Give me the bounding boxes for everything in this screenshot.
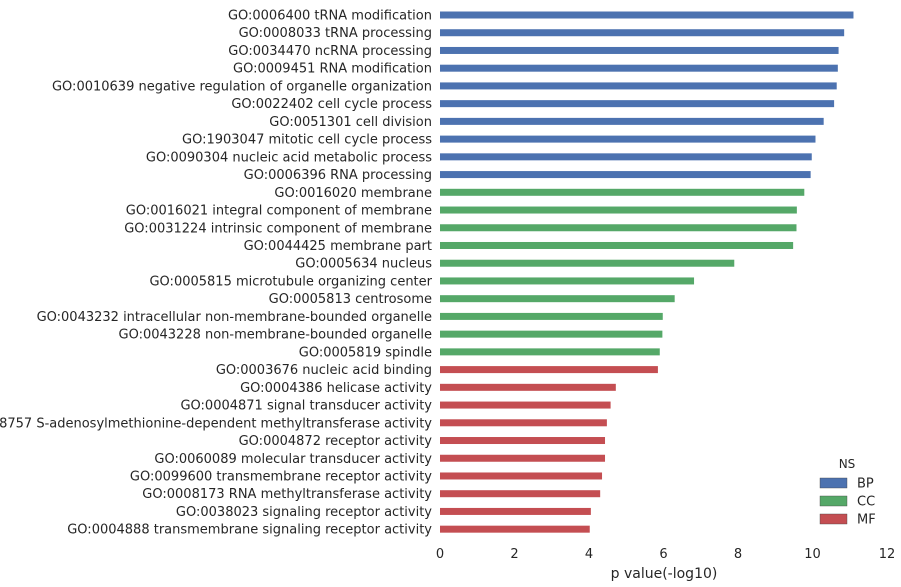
x-tick-label: 10 (804, 547, 821, 562)
category-label: GO:0005815 microtubule organizing center (149, 274, 432, 289)
bar (440, 259, 735, 267)
category-label: GO:0006400 tRNA modification (228, 9, 432, 24)
bar (440, 348, 660, 356)
legend-swatch (819, 477, 848, 489)
category-label: GO:0004888 transmembrane signaling recep… (67, 523, 432, 538)
category-label: GO:0005813 centrosome (269, 292, 432, 307)
category-label: GO:0005819 spindle (299, 345, 432, 360)
bar (440, 472, 603, 480)
bar (440, 525, 590, 533)
legend-swatch (819, 513, 848, 525)
x-tick-label: 8 (734, 547, 742, 562)
x-ticks-group: 0 2 4 6 8 10 12 (436, 547, 895, 562)
bar (440, 312, 663, 320)
bar (440, 117, 824, 125)
category-label: GO:0005634 nucleus (295, 257, 432, 272)
bar (440, 206, 797, 214)
category-labels-group: GO:0006400 tRNA modification GO:0008033 t… (0, 9, 433, 538)
bar (440, 11, 854, 19)
category-label: GO:0043232 intracellular non-membrane-bo… (37, 310, 432, 325)
bar (440, 224, 797, 232)
bar (440, 419, 607, 427)
category-label: GO:0008033 tRNA processing (239, 26, 432, 41)
category-label: GO:0034470 ncRNA processing (228, 44, 432, 59)
legend-label: BP (857, 477, 874, 492)
bar (440, 437, 606, 445)
category-label: GO:0031224 intrinsic component of membra… (124, 221, 432, 236)
legend: NS BP CC MF (819, 457, 876, 528)
bar (440, 171, 811, 179)
bar (440, 46, 839, 54)
category-label: GO:0099600 transmembrane receptor activi… (130, 469, 432, 484)
x-tick-label: 2 (510, 547, 518, 562)
x-axis-title: p value(-log10) (611, 566, 718, 582)
bar (440, 135, 816, 143)
bar (440, 153, 812, 161)
bar (440, 401, 611, 409)
category-label: GO:0009451 RNA modification (233, 62, 432, 77)
category-label: GO:0006396 RNA processing (244, 168, 432, 183)
bar (440, 295, 675, 303)
bar (440, 330, 663, 338)
legend-title: NS (839, 457, 856, 471)
bar (440, 366, 658, 374)
category-label: GO:0022402 cell cycle process (231, 97, 432, 112)
bar (440, 277, 695, 285)
category-label: GO:0008757 S-adenosylmethionine-dependen… (0, 416, 432, 431)
bar (440, 29, 845, 37)
category-label: GO:0008173 RNA methyltransferase activit… (142, 487, 432, 502)
category-label: GO:0010639 negative regulation of organe… (52, 79, 432, 94)
x-tick-label: 12 (879, 547, 896, 562)
bar (440, 454, 606, 462)
legend-label: CC (857, 495, 875, 510)
bar (440, 383, 616, 391)
category-label: GO:0051301 cell division (269, 115, 432, 130)
category-label: GO:0060089 molecular transducer activity (154, 452, 432, 467)
category-label: GO:0004871 signal transducer activity (180, 399, 432, 414)
category-label: GO:0004872 receptor activity (239, 434, 433, 449)
category-label: GO:0003676 nucleic acid binding (216, 363, 432, 378)
category-label: GO:1903047 mitotic cell cycle process (182, 133, 432, 148)
bar (440, 188, 805, 196)
bars-group (440, 11, 854, 533)
bar (440, 490, 601, 498)
category-label: GO:0016021 integral component of membran… (126, 204, 432, 219)
bar (440, 241, 794, 249)
category-label: GO:0043228 non-membrane-bounded organell… (119, 328, 433, 343)
category-label: GO:0044425 membrane part (244, 239, 432, 254)
category-label: GO:0004386 helicase activity (240, 381, 432, 396)
x-tick-label: 6 (659, 547, 667, 562)
x-tick-label: 0 (436, 547, 444, 562)
bar (440, 507, 591, 515)
category-label: GO:0038023 signaling receptor activity (176, 505, 432, 520)
legend-label: MF (857, 513, 876, 528)
bar (440, 100, 835, 108)
bar (440, 64, 838, 72)
category-label: GO:0090304 nucleic acid metabolic proces… (146, 150, 432, 165)
category-label: GO:0016020 membrane (274, 186, 432, 201)
x-tick-label: 4 (585, 547, 593, 562)
legend-swatch (819, 495, 848, 507)
bar (440, 82, 837, 90)
